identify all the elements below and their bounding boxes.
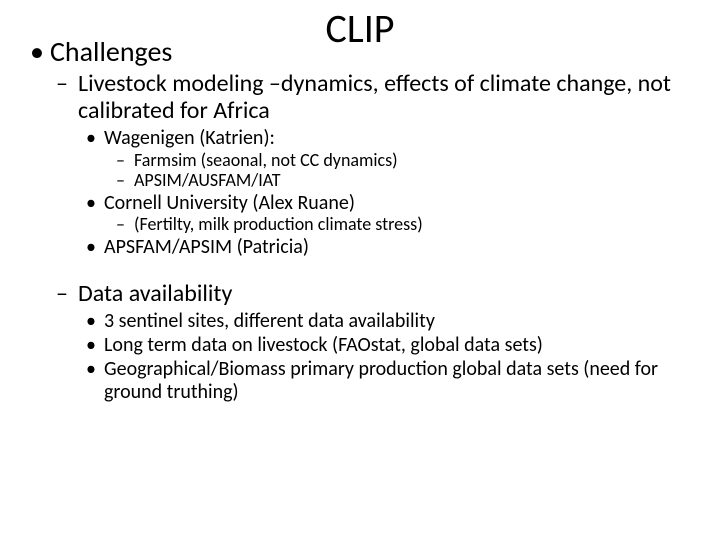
bullet-wagenigen: Wagenigen (Katrien): Farmsim (seaonal, n… xyxy=(78,127,700,190)
bullet-label: Livestock modeling –dynamics, effects of… xyxy=(78,69,671,125)
bullet-label: Cornell University (Alex Ruane) xyxy=(104,191,355,215)
bullet-label: Wagenigen (Katrien): xyxy=(104,126,275,150)
bullet-list-lvl2: Data availability 3 sentinel sites, diff… xyxy=(50,281,700,403)
spacer xyxy=(50,261,700,277)
bullet-list-lvl1: Challenges Livestock modeling –dynamics,… xyxy=(30,36,700,403)
bullet-list-lvl3: 3 sentinel sites, different data availab… xyxy=(78,310,700,404)
bullet-data-availability: Data availability 3 sentinel sites, diff… xyxy=(50,281,700,403)
bullet-apsfam: APSFAM/APSIM (Patricia) xyxy=(78,236,700,258)
bullet-item: 3 sentinel sites, different data availab… xyxy=(78,310,700,332)
bullet-challenges: Challenges Livestock modeling –dynamics,… xyxy=(30,36,700,403)
bullet-label: Data availability xyxy=(78,279,232,308)
bullet-list-lvl4: (Fertilty, milk production climate stres… xyxy=(104,214,700,234)
bullet-item: APSIM/AUSFAM/IAT xyxy=(104,170,700,190)
bullet-list-lvl3: Wagenigen (Katrien): Farmsim (seaonal, n… xyxy=(78,127,700,259)
bullet-item: Geographical/Biomass primary production … xyxy=(78,358,700,403)
bullet-cornell: Cornell University (Alex Ruane) (Fertilt… xyxy=(78,192,700,235)
bullet-item: Long term data on livestock (FAOstat, gl… xyxy=(78,334,700,356)
bullet-list-lvl4: Farmsim (seaonal, not CC dynamics) APSIM… xyxy=(104,150,700,190)
slide-body: Challenges Livestock modeling –dynamics,… xyxy=(30,36,700,405)
bullet-item: (Fertilty, milk production climate stres… xyxy=(104,214,700,234)
bullet-label: Challenges xyxy=(50,34,172,69)
bullet-livestock: Livestock modeling –dynamics, effects of… xyxy=(50,71,700,258)
bullet-item: Farmsim (seaonal, not CC dynamics) xyxy=(104,150,700,170)
slide: CLIP Challenges Livestock modeling –dyna… xyxy=(0,0,720,540)
bullet-list-lvl2: Livestock modeling –dynamics, effects of… xyxy=(50,71,700,258)
